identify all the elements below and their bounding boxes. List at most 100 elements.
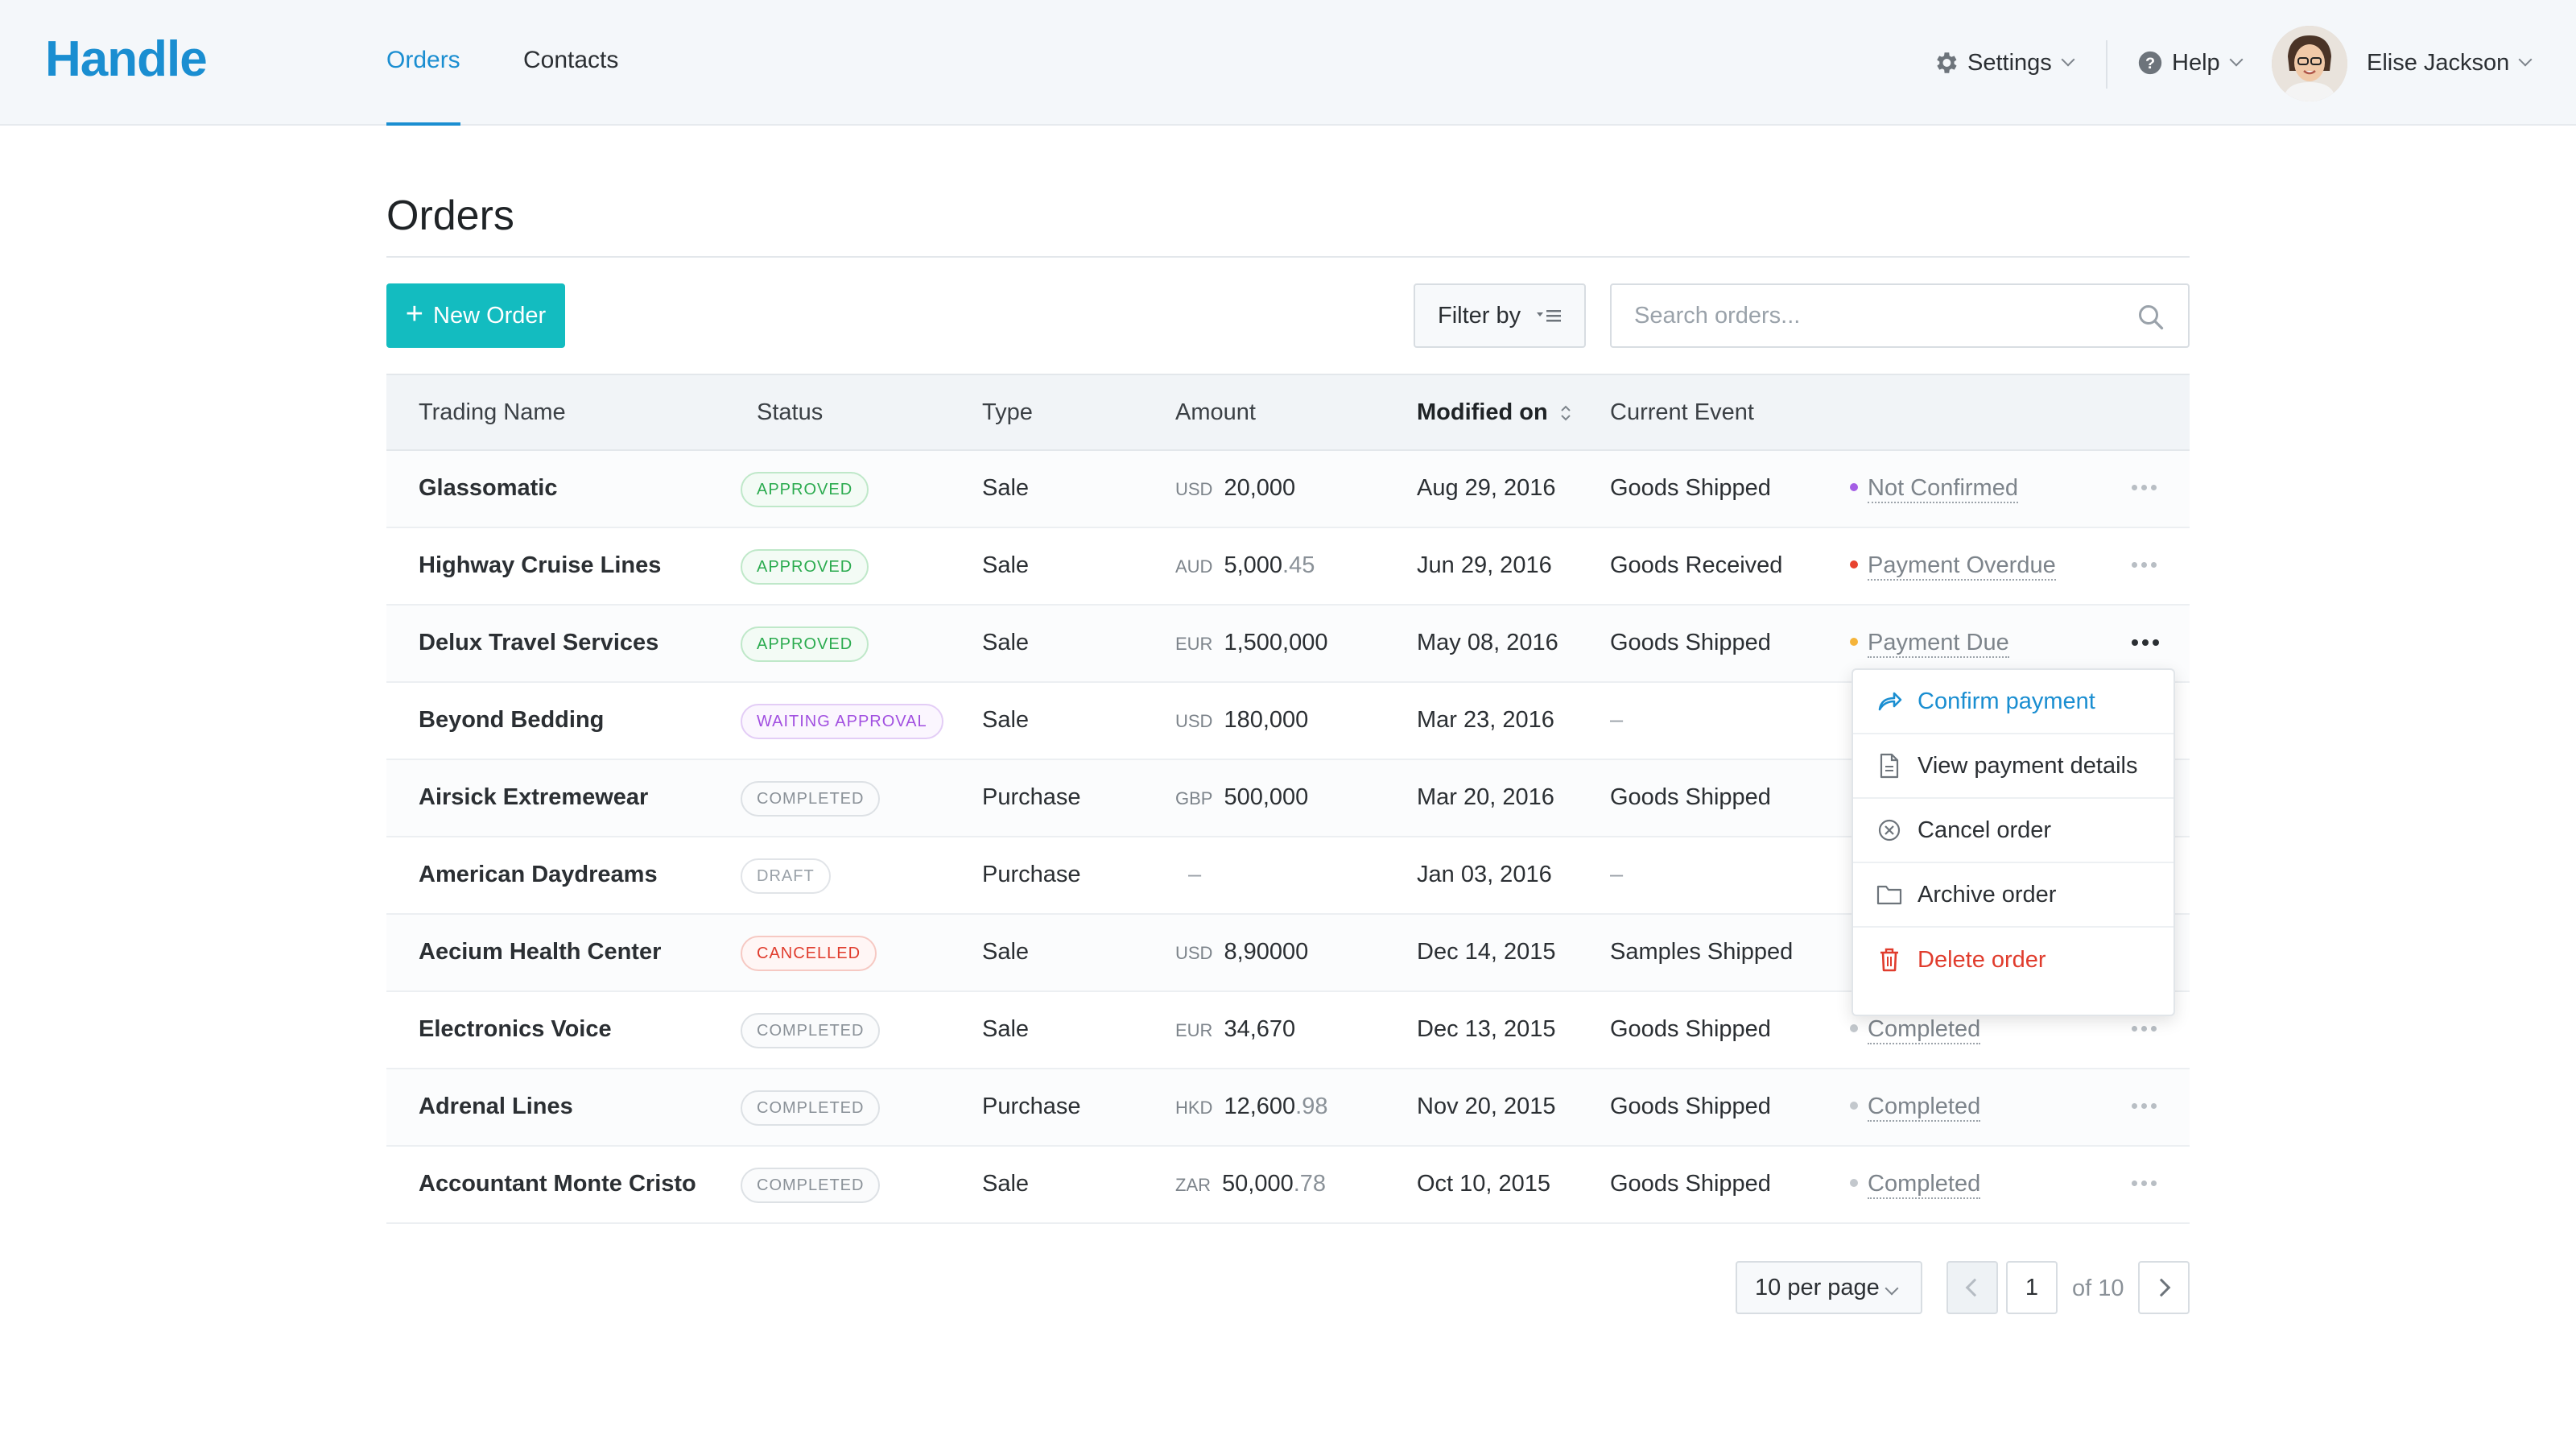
amount-cents: .45 bbox=[1282, 552, 1315, 578]
trading-name[interactable]: Aecium Health Center bbox=[419, 939, 662, 965]
column-header-trading-name[interactable]: Trading Name bbox=[419, 399, 566, 425]
more-actions-icon[interactable] bbox=[2132, 1180, 2157, 1186]
table-row[interactable]: Aecium Health Center CANCELLED Sale USD 8,90… bbox=[386, 915, 2190, 992]
trading-name[interactable]: Accountant Monte Cristo bbox=[419, 1171, 696, 1197]
trading-name[interactable]: Adrenal Lines bbox=[419, 1094, 573, 1119]
app-logo[interactable]: Handle bbox=[45, 31, 208, 87]
status-badge: APPROVED bbox=[741, 549, 869, 585]
table-row[interactable]: Highway Cruise Lines APPROVED Sale AUD 5,000… bbox=[386, 528, 2190, 606]
event-status-label: Not Confirmed bbox=[1868, 475, 2018, 503]
gear-icon bbox=[1937, 52, 1957, 73]
search-input[interactable] bbox=[1612, 285, 2095, 346]
trading-name[interactable]: Electronics Voice bbox=[419, 1016, 612, 1042]
help-label: Help bbox=[2172, 49, 2220, 76]
chevron-right-icon bbox=[2152, 1278, 2171, 1297]
column-header-modified-on[interactable]: Modified on bbox=[1417, 399, 1572, 426]
currency-code: EUR bbox=[1175, 1020, 1213, 1040]
current-event: – bbox=[1610, 707, 1624, 733]
share-arrow-icon bbox=[1876, 688, 1903, 715]
menu-item-view-payment-details[interactable]: View payment details bbox=[1853, 734, 2174, 799]
status-badge: COMPLETED bbox=[741, 781, 881, 817]
order-type: Sale bbox=[982, 1016, 1030, 1042]
amount: – bbox=[1175, 862, 1201, 888]
per-page-select[interactable]: 10 per page bbox=[1736, 1261, 1922, 1314]
table-header: Trading Name Status Type Amount Modified… bbox=[386, 374, 2190, 451]
menu-item-label: View payment details bbox=[1918, 752, 2138, 779]
row-actions-menu: Confirm payment View payment details Can… bbox=[1852, 668, 2175, 1016]
sort-icon bbox=[1561, 405, 1571, 421]
amount-cents: .78 bbox=[1293, 1171, 1327, 1197]
plus-icon: + bbox=[405, 297, 423, 331]
column-header-current-event[interactable]: Current Event bbox=[1610, 399, 1754, 425]
trading-name[interactable]: Beyond Bedding bbox=[419, 707, 605, 733]
previous-page-button[interactable] bbox=[1946, 1261, 1998, 1314]
status-badge: WAITING APPROVAL bbox=[741, 704, 943, 739]
modified-date: May 08, 2016 bbox=[1417, 630, 1558, 655]
amount: USD 20,000 bbox=[1175, 475, 1295, 502]
chevron-left-icon bbox=[1965, 1278, 1984, 1297]
order-type: Sale bbox=[982, 630, 1030, 655]
order-type: Purchase bbox=[982, 784, 1081, 810]
event-status[interactable]: Completed bbox=[1850, 1171, 1981, 1199]
amount-value: 5,000 bbox=[1224, 552, 1283, 578]
menu-item-confirm-payment[interactable]: Confirm payment bbox=[1853, 670, 2174, 734]
user-menu[interactable]: Elise Jackson bbox=[2367, 0, 2533, 126]
nav-tab-contacts[interactable]: Contacts bbox=[523, 47, 619, 73]
more-actions-icon[interactable] bbox=[2132, 1103, 2157, 1109]
current-event: Goods Shipped bbox=[1610, 784, 1771, 810]
more-actions-icon[interactable] bbox=[2132, 485, 2157, 490]
more-actions-icon[interactable] bbox=[2132, 562, 2157, 568]
menu-item-archive-order[interactable]: Archive order bbox=[1853, 863, 2174, 928]
trading-name[interactable]: Airsick Extremewear bbox=[419, 784, 649, 810]
title-divider bbox=[386, 256, 2190, 258]
page-number-input[interactable]: 1 bbox=[2006, 1261, 2058, 1314]
more-actions-icon[interactable] bbox=[2132, 1026, 2157, 1032]
current-event: Goods Shipped bbox=[1610, 1016, 1771, 1042]
column-header-status[interactable]: Status bbox=[757, 399, 824, 425]
table-row[interactable]: Glassomatic APPROVED Sale USD 20,000 Aug 29, … bbox=[386, 451, 2190, 528]
current-event: Samples Shipped bbox=[1610, 939, 1794, 965]
settings-menu[interactable]: Settings bbox=[1932, 0, 2075, 126]
search-icon[interactable] bbox=[2136, 303, 2165, 332]
nav-tab-orders[interactable]: Orders bbox=[386, 47, 460, 126]
search-box bbox=[1610, 283, 2190, 348]
table-row[interactable]: Beyond Bedding WAITING APPROVAL Sale USD 180… bbox=[386, 683, 2190, 760]
table-row[interactable]: Accountant Monte Cristo COMPLETED Sale ZAR 5… bbox=[386, 1147, 2190, 1224]
amount-value: 50,000 bbox=[1222, 1171, 1294, 1197]
currency-code: AUD bbox=[1175, 556, 1213, 577]
filter-button[interactable]: Filter by bbox=[1414, 283, 1586, 348]
trash-icon bbox=[1876, 946, 1903, 974]
more-actions-icon[interactable] bbox=[2132, 639, 2159, 646]
current-event: Goods Shipped bbox=[1610, 630, 1771, 655]
next-page-button[interactable] bbox=[2138, 1261, 2190, 1314]
event-status[interactable]: Completed bbox=[1850, 1016, 1981, 1044]
trading-name[interactable]: American Daydreams bbox=[419, 862, 658, 887]
new-order-button[interactable]: + New Order bbox=[386, 283, 565, 348]
table-row[interactable]: Adrenal Lines COMPLETED Purchase HKD 12,600.… bbox=[386, 1069, 2190, 1147]
trading-name[interactable]: Highway Cruise Lines bbox=[419, 552, 662, 578]
amount: ZAR 50,000.78 bbox=[1175, 1171, 1326, 1197]
event-status[interactable]: Payment Overdue bbox=[1850, 552, 2056, 581]
modified-date: Oct 10, 2015 bbox=[1417, 1171, 1551, 1197]
menu-item-label: Delete order bbox=[1918, 946, 2046, 973]
user-avatar[interactable] bbox=[2272, 26, 2347, 101]
menu-item-cancel-order[interactable]: Cancel order bbox=[1853, 799, 2174, 863]
column-header-amount[interactable]: Amount bbox=[1175, 399, 1256, 425]
column-header-type[interactable]: Type bbox=[982, 399, 1033, 425]
current-event: Goods Shipped bbox=[1610, 475, 1771, 501]
status-badge: CANCELLED bbox=[741, 936, 877, 971]
event-status[interactable]: Not Confirmed bbox=[1850, 475, 2018, 503]
menu-item-delete-order[interactable]: Delete order bbox=[1853, 928, 2174, 992]
top-navigation-bar: Handle Orders Contacts Settings ? Help E… bbox=[0, 0, 2576, 126]
trading-name[interactable]: Delux Travel Services bbox=[419, 630, 659, 655]
event-status[interactable]: Completed bbox=[1850, 1094, 1981, 1122]
table-row[interactable]: American Daydreams DRAFT Purchase – Jan 03, … bbox=[386, 837, 2190, 915]
trading-name[interactable]: Glassomatic bbox=[419, 475, 558, 501]
help-menu[interactable]: ? Help bbox=[2136, 0, 2244, 126]
amount: USD 180,000 bbox=[1175, 707, 1308, 734]
amount: EUR 34,670 bbox=[1175, 1016, 1295, 1043]
event-status-label: Completed bbox=[1868, 1016, 1981, 1044]
event-status[interactable]: Payment Due bbox=[1850, 630, 2009, 658]
table-row[interactable]: Electronics Voice COMPLETED Sale EUR 34,670 D… bbox=[386, 992, 2190, 1069]
modified-date: Jun 29, 2016 bbox=[1417, 552, 1552, 578]
